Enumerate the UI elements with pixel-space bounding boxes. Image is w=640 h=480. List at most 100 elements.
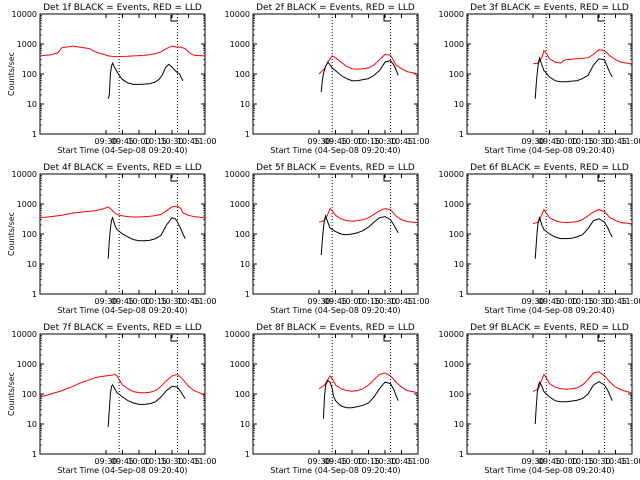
series-line-events [107, 61, 184, 99]
legend-marker [170, 175, 177, 182]
y-tick-label: 1000 [230, 40, 250, 49]
series-line-lld [318, 53, 419, 75]
x-tick-label: 09:45 [324, 457, 347, 466]
x-tick-label: 10:45 [177, 297, 200, 306]
x-tick-label: 10:15 [357, 137, 380, 146]
y-tick-label: 1 [459, 290, 464, 299]
panel-title: Det 6f BLACK = Events, RED = LLD [470, 163, 629, 173]
series-line-events [320, 214, 399, 256]
y-tick-label: 1 [32, 450, 37, 459]
x-axis-label: Start Time (04-Sep-08 09:20:40) [57, 146, 187, 155]
plot-frame [39, 13, 206, 135]
x-axis-label: Start Time (04-Sep-08 09:20:40) [57, 306, 187, 315]
x-tick-label: 10:30 [160, 297, 183, 306]
y-tick-label: 10 [240, 100, 250, 109]
series-line-events [320, 60, 399, 93]
x-tick-label: 10:00 [554, 457, 577, 466]
x-tick-label: 09:30 [307, 297, 330, 306]
y-tick-label: 100 [235, 390, 250, 399]
x-axis-label: Start Time (04-Sep-08 09:20:40) [270, 306, 400, 315]
x-tick-label: 10:45 [390, 457, 413, 466]
y-tick-label: 10 [27, 100, 37, 109]
y-tick-label: 100 [449, 230, 464, 239]
y-tick-label: 1000 [17, 360, 37, 369]
x-tick-label: 10:30 [587, 137, 610, 146]
y-tick-label: 1000 [444, 200, 464, 209]
x-tick-label: 10:45 [177, 457, 200, 466]
x-tick-label: 10:15 [571, 457, 594, 466]
x-tick-label: 11:00 [620, 137, 640, 146]
y-axis-label: Counts/sec [7, 372, 16, 416]
y-tick-label: 1000 [17, 200, 37, 209]
x-tick-label: 09:30 [307, 457, 330, 466]
panel-title: Det 2f BLACK = Events, RED = LLD [256, 3, 415, 13]
x-tick-label: 09:30 [94, 137, 117, 146]
series-line-events [107, 384, 186, 427]
y-tick-label: 10 [454, 260, 464, 269]
panel-3: Det 3f BLACK = Events, RED = LLD 1 10 100 10… [439, 3, 640, 155]
x-tick-label: 11:00 [193, 297, 216, 306]
y-tick-label: 100 [235, 230, 250, 239]
x-tick-label: 09:30 [521, 137, 544, 146]
panel-5: Det 5f BLACK = Events, RED = LLD 1 10 100 10… [225, 163, 430, 315]
y-tick-label: 100 [22, 70, 37, 79]
x-tick-label: 10:00 [340, 457, 363, 466]
y-tick-label: 10 [454, 420, 464, 429]
x-tick-label: 11:00 [406, 297, 429, 306]
y-tick-label: 1 [459, 450, 464, 459]
plot-frame [39, 333, 206, 455]
x-tick-label: 09:30 [521, 297, 544, 306]
x-tick-label: 10:00 [127, 137, 150, 146]
legend-marker [597, 335, 604, 342]
x-tick-label: 10:00 [127, 457, 150, 466]
x-tick-label: 10:15 [144, 137, 167, 146]
y-tick-label: 100 [449, 390, 464, 399]
x-tick-label: 11:00 [406, 457, 429, 466]
x-tick-label: 10:30 [160, 457, 183, 466]
y-tick-label: 1000 [444, 360, 464, 369]
x-tick-label: 10:30 [587, 457, 610, 466]
x-tick-label: 10:15 [357, 297, 380, 306]
y-tick-label: 10 [240, 420, 250, 429]
y-tick-label: 100 [22, 390, 37, 399]
y-tick-label: 10000 [225, 170, 250, 179]
y-tick-label: 1000 [230, 360, 250, 369]
legend-marker [383, 15, 390, 22]
y-axis-label: Counts/sec [7, 212, 16, 256]
x-tick-label: 09:45 [111, 457, 134, 466]
y-tick-label: 10000 [225, 330, 250, 339]
plot-frame [252, 13, 419, 135]
y-tick-label: 100 [22, 230, 37, 239]
x-axis-label: Start Time (04-Sep-08 09:20:40) [484, 146, 614, 155]
x-tick-label: 10:15 [144, 297, 167, 306]
y-tick-label: 10000 [439, 330, 464, 339]
y-tick-label: 10 [240, 260, 250, 269]
panel-title: Det 9f BLACK = Events, RED = LLD [470, 323, 629, 333]
x-tick-label: 11:00 [193, 137, 216, 146]
x-tick-label: 10:45 [390, 297, 413, 306]
x-tick-label: 10:30 [587, 297, 610, 306]
x-tick-label: 10:15 [144, 457, 167, 466]
y-tick-label: 10000 [439, 170, 464, 179]
x-tick-label: 09:45 [111, 297, 134, 306]
x-tick-label: 10:15 [571, 137, 594, 146]
x-tick-label: 09:45 [324, 297, 347, 306]
panel-9: Det 9f BLACK = Events, RED = LLD 1 10 100 10… [439, 323, 640, 475]
panel-8: Det 8f BLACK = Events, RED = LLD 1 10 100 10… [225, 323, 430, 475]
x-tick-label: 10:00 [340, 137, 363, 146]
panel-title: Det 5f BLACK = Events, RED = LLD [256, 163, 415, 173]
x-tick-label: 10:45 [604, 137, 627, 146]
x-tick-label: 10:30 [373, 297, 396, 306]
legend-marker [597, 15, 604, 22]
x-axis-label: Start Time (04-Sep-08 09:20:40) [270, 146, 400, 155]
x-tick-label: 11:00 [193, 457, 216, 466]
panel-2: Det 2f BLACK = Events, RED = LLD 1 10 100 10… [225, 3, 430, 155]
x-tick-label: 10:45 [390, 137, 413, 146]
plot-frame [252, 333, 419, 455]
x-tick-label: 10:45 [177, 137, 200, 146]
panel-7: Det 7f BLACK = Events, RED = LLD 1 10 100 10… [7, 323, 217, 475]
x-axis-label: Start Time (04-Sep-08 09:20:40) [270, 466, 400, 475]
x-tick-label: 10:00 [554, 137, 577, 146]
panel-title: Det 4f BLACK = Events, RED = LLD [43, 163, 202, 173]
y-tick-label: 10 [454, 100, 464, 109]
